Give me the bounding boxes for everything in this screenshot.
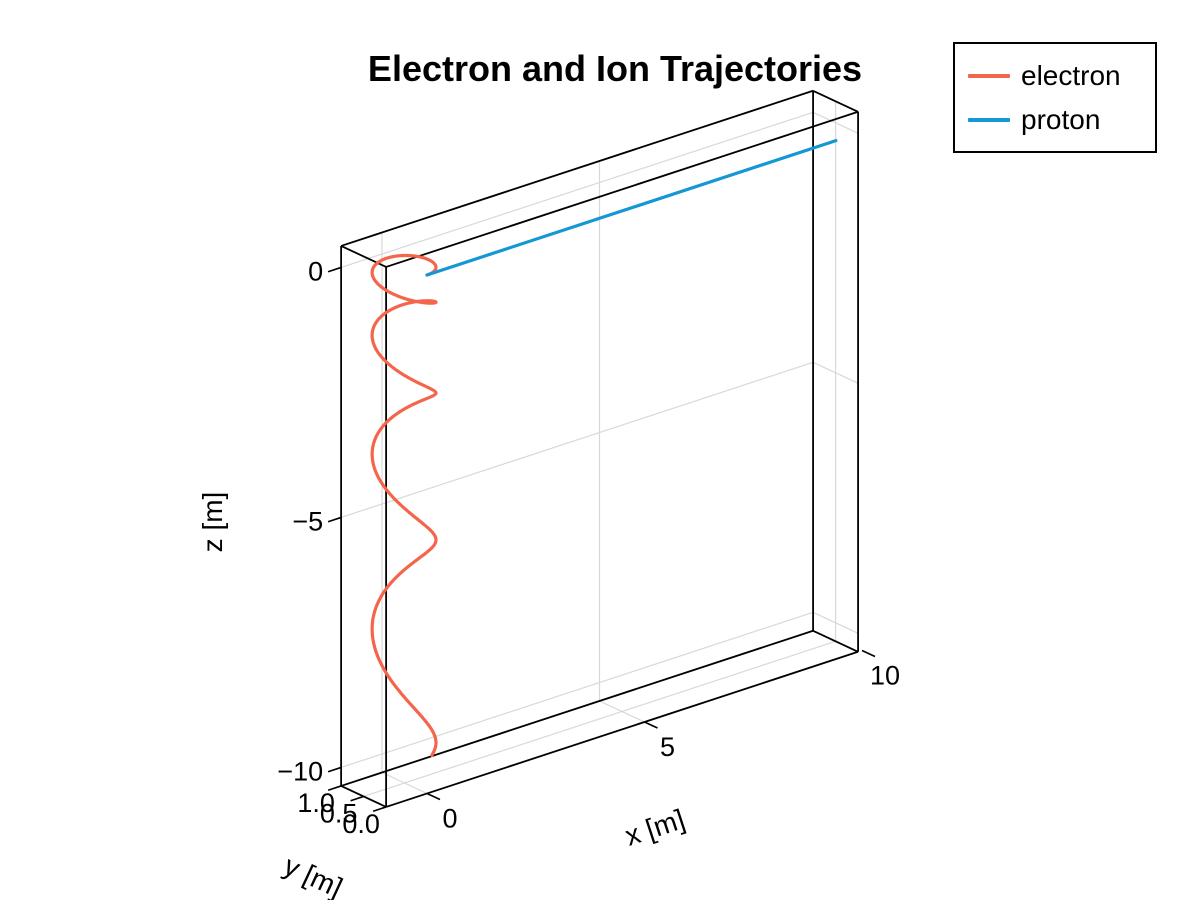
chart-title: Electron and Ion Trajectories	[367, 48, 863, 89]
grid-line-y-floor	[363, 640, 836, 798]
box-edge-connector	[812, 629, 859, 653]
y-tick-mark	[327, 785, 342, 792]
grid-line-z-back	[340, 611, 814, 769]
box-edge-front	[385, 650, 859, 808]
y-tick-label: 1.0	[297, 788, 335, 818]
y-tick-mark	[350, 795, 364, 802]
z-tick-mark	[327, 766, 342, 773]
box-edge-connector	[812, 89, 859, 113]
z-tick-label: −5	[292, 506, 323, 536]
box-edge-connector	[340, 245, 387, 268]
legend-box: electron proton	[953, 42, 1157, 153]
z-tick-mark	[327, 516, 342, 523]
box-edge-back	[340, 629, 814, 787]
x-tick-mark	[644, 721, 658, 729]
legend-entry-proton: proton	[968, 103, 1155, 135]
grid-line-z-back	[340, 361, 814, 519]
proton-line-swatch	[968, 117, 1010, 122]
grid-line-z-back	[340, 111, 814, 269]
proton-trajectory	[425, 139, 838, 277]
z-tick-label: −10	[277, 756, 323, 786]
x-tick-mark	[426, 792, 441, 801]
x-tick-label: 5	[660, 732, 675, 762]
electron-line-swatch	[968, 73, 1010, 78]
x-tick-label: 0	[442, 804, 457, 834]
y-tick-label: 0.0	[342, 809, 380, 839]
x-tick-mark	[861, 649, 876, 658]
z-axis-label: z [m]	[197, 491, 228, 553]
y-tick-mark	[372, 806, 387, 813]
box-edge-back	[340, 89, 814, 247]
legend-label-electron: electron	[1021, 59, 1121, 91]
x-tick-label: 10	[870, 661, 900, 691]
legend-entry-electron: electron	[968, 59, 1155, 91]
z-tick-label: 0	[308, 256, 323, 286]
y-tick-label: 0.5	[320, 798, 358, 828]
legend-label-proton: proton	[1021, 103, 1101, 135]
z-tick-mark	[327, 266, 342, 273]
box-edge-front	[385, 110, 859, 268]
electron-trajectory	[370, 253, 438, 757]
